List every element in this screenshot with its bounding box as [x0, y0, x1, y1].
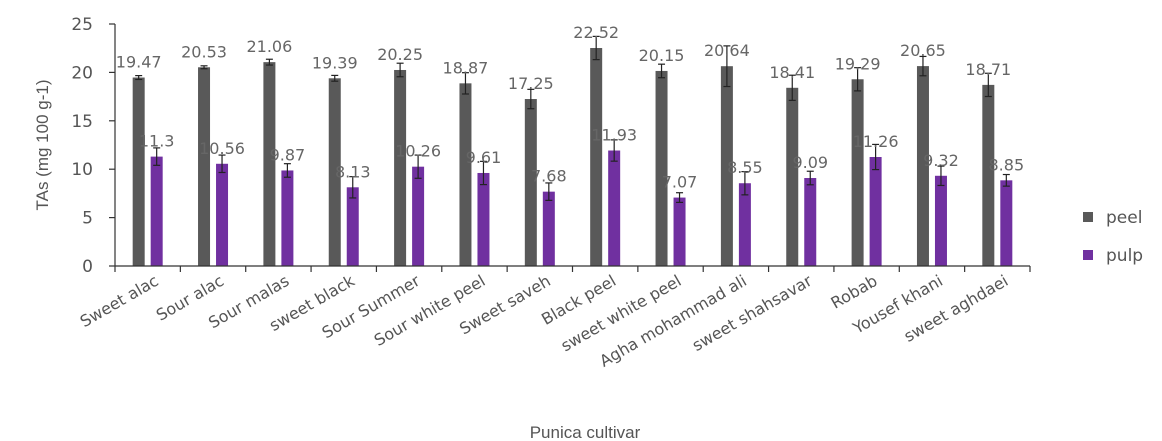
- y-tick-label: 25: [71, 15, 93, 35]
- data-label-pulp: 8.85: [989, 155, 1025, 174]
- data-label-pulp: 7.68: [531, 167, 567, 186]
- bar-pulp: [281, 170, 294, 266]
- data-label-peel: 18.71: [965, 60, 1011, 79]
- data-label-peel: 20.64: [704, 41, 750, 60]
- data-label-peel: 19.29: [835, 54, 881, 73]
- category-label: sweet shahsavar: [689, 271, 816, 355]
- bar-pulp: [608, 150, 621, 266]
- bar-peel: [524, 99, 537, 267]
- x-axis-title: Punica cultivar: [530, 423, 641, 441]
- bar-pulp: [869, 157, 882, 266]
- bar-peel: [328, 78, 341, 266]
- y-tick-label: 15: [71, 112, 93, 132]
- data-label-peel: 20.15: [639, 46, 685, 65]
- plot-area: 19.47 20.53 21.06 19.39 20.25 18.87 17.25 22.52…: [116, 23, 1025, 267]
- bar-peel: [851, 79, 864, 266]
- data-label-pulp: 10.56: [199, 139, 245, 158]
- category-label: Robab: [828, 271, 881, 313]
- data-label-pulp: 8.55: [727, 158, 763, 177]
- bar-pulp: [804, 178, 817, 266]
- bar-pulp: [477, 172, 490, 266]
- data-label-pulp: 9.61: [466, 148, 502, 167]
- bar-peel: [198, 67, 211, 267]
- data-label-pulp: 11.3: [139, 132, 175, 151]
- data-label-peel: 18.41: [769, 63, 815, 82]
- bar-peel: [916, 66, 929, 266]
- data-label-pulp: 11.26: [853, 132, 899, 151]
- y-tick-label: 20: [71, 63, 93, 83]
- bar-peel: [459, 83, 472, 266]
- bar-pulp: [216, 163, 229, 266]
- bar-peel: [655, 70, 668, 266]
- data-label-peel: 20.65: [900, 41, 946, 60]
- category-label: Sour white peel: [371, 271, 489, 350]
- bar-pulp: [542, 191, 555, 266]
- bar-peel: [786, 87, 799, 266]
- y-tick-label: 0: [82, 257, 93, 277]
- data-label-peel: 21.06: [246, 37, 292, 56]
- bar-peel: [590, 48, 603, 266]
- data-label-peel: 20.25: [377, 45, 423, 64]
- data-label-peel: 18.87: [443, 58, 489, 77]
- y-axis-title: TAs (mg 100 g-1): [33, 79, 52, 210]
- bar-pulp: [150, 156, 163, 266]
- data-label-pulp: 11.93: [591, 126, 637, 145]
- y-tick-label: 5: [82, 209, 93, 229]
- data-label-pulp: 9.09: [792, 153, 828, 172]
- legend-swatch-pulp: [1083, 250, 1093, 260]
- bar-pulp: [738, 183, 751, 266]
- legend-label-peel: peel: [1106, 208, 1142, 228]
- bar-peel: [263, 62, 276, 267]
- legend: peel pulp: [1083, 208, 1143, 266]
- bar-peel: [394, 69, 407, 266]
- y-tick-label: 10: [71, 160, 93, 180]
- data-label-pulp: 9.87: [270, 145, 306, 164]
- data-label-pulp: 7.07: [662, 173, 698, 192]
- data-label-peel: 19.47: [116, 53, 162, 72]
- bar-pulp: [346, 187, 359, 266]
- bar-peel: [132, 77, 145, 267]
- category-label: Sweet alac: [77, 271, 162, 331]
- data-label-peel: 22.52: [573, 23, 619, 42]
- data-label-pulp: 10.26: [395, 142, 441, 161]
- data-label-peel: 20.53: [181, 42, 227, 61]
- bar-pulp: [934, 175, 947, 266]
- bar-peel: [982, 84, 995, 266]
- bar-pulp: [673, 197, 686, 266]
- data-label-pulp: 9.32: [923, 151, 959, 170]
- legend-label-pulp: pulp: [1106, 246, 1143, 266]
- bar-pulp: [1000, 180, 1013, 266]
- data-label-peel: 17.25: [508, 74, 554, 93]
- bar-peel: [720, 66, 733, 266]
- legend-swatch-peel: [1083, 212, 1093, 222]
- data-label-pulp: 8.13: [335, 162, 371, 181]
- data-label-peel: 19.39: [312, 53, 358, 72]
- bar-pulp: [412, 166, 425, 266]
